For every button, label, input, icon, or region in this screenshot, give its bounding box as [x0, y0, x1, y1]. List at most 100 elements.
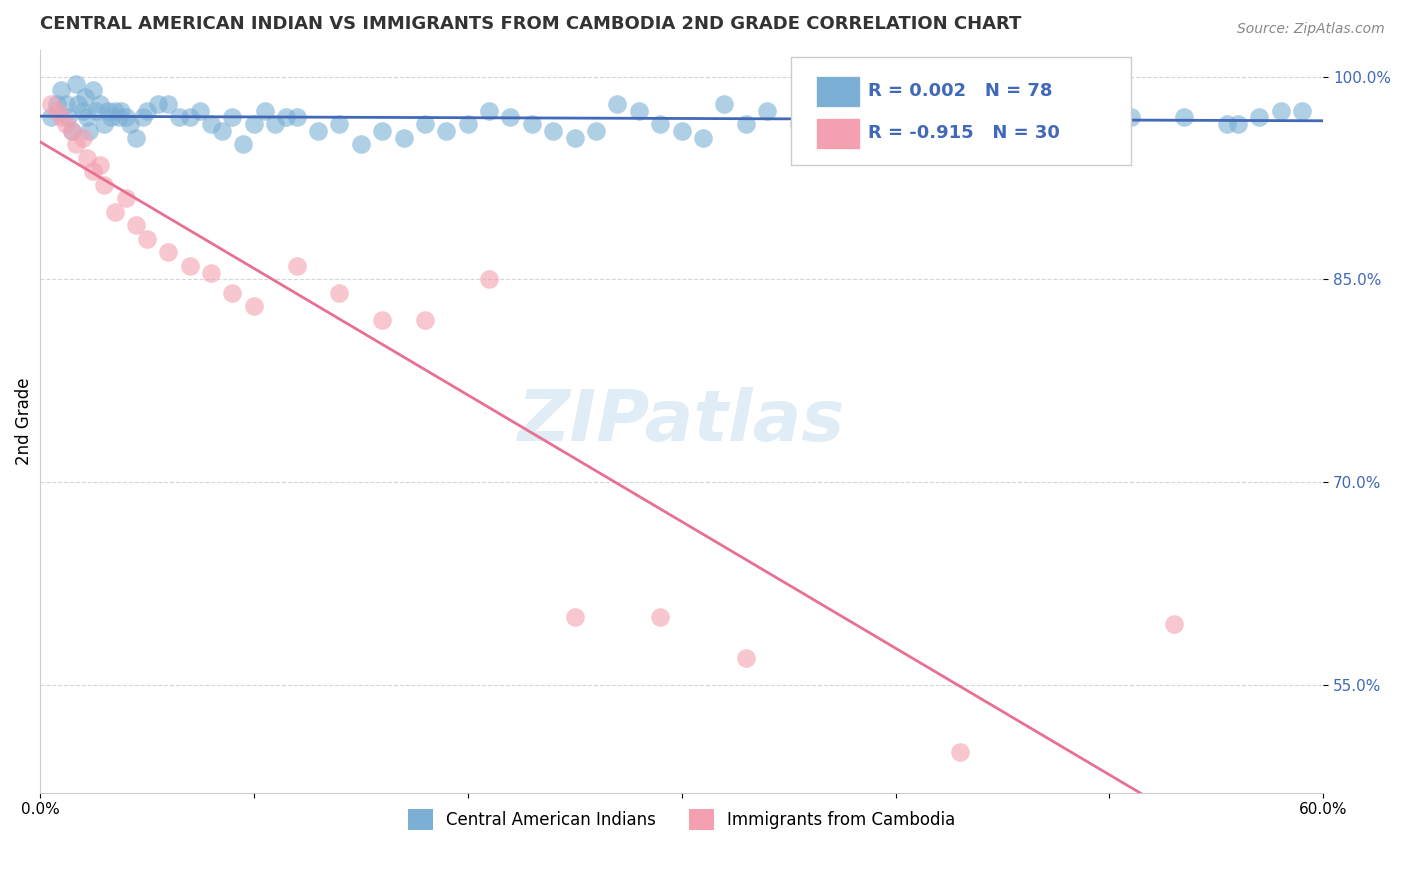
Point [179, 111, 201, 125]
Point [350, 137, 373, 152]
Point [157, 245, 180, 260]
Point [307, 124, 329, 138]
Point [114, 111, 136, 125]
Point [1291, 103, 1313, 118]
Point [72, 130, 94, 145]
Point [1216, 117, 1239, 131]
Point [89, 96, 111, 111]
Point [104, 103, 127, 118]
Point [89, 158, 111, 172]
Point [167, 111, 190, 125]
Point [285, 259, 308, 273]
Point [243, 117, 266, 131]
Point [77, 124, 100, 138]
Point [1226, 117, 1249, 131]
Point [852, 111, 875, 125]
Point [82, 83, 104, 97]
Point [84, 103, 107, 118]
Point [606, 96, 628, 111]
Point [73, 90, 96, 104]
Point [285, 111, 308, 125]
Point [543, 124, 565, 138]
Point [917, 111, 939, 125]
Point [671, 124, 693, 138]
Point [211, 124, 233, 138]
Point [1270, 103, 1292, 118]
Point [125, 130, 148, 145]
Point [72, 103, 94, 118]
Point [713, 96, 735, 111]
Point [110, 103, 132, 118]
Point [39, 111, 62, 125]
Point [243, 300, 266, 314]
Point [55, 96, 77, 111]
Point [100, 111, 122, 125]
Point [520, 117, 543, 131]
Point [756, 103, 779, 118]
Point [650, 610, 672, 624]
Point [221, 285, 243, 300]
Point [65, 77, 87, 91]
Point [104, 205, 127, 219]
Point [56, 111, 79, 125]
Point [392, 130, 415, 145]
Point [232, 137, 254, 152]
Point [125, 219, 148, 233]
Point [135, 103, 157, 118]
Point [82, 164, 104, 178]
Point [65, 137, 87, 152]
Text: ZIPatlas: ZIPatlas [517, 387, 845, 456]
Point [884, 103, 907, 118]
Point [328, 285, 350, 300]
Point [734, 117, 756, 131]
Point [200, 117, 222, 131]
Point [991, 111, 1014, 125]
Point [787, 117, 810, 131]
Point [46, 103, 69, 118]
Point [371, 124, 394, 138]
Point [93, 117, 115, 131]
FancyBboxPatch shape [817, 76, 860, 107]
Point [585, 124, 607, 138]
Point [734, 650, 756, 665]
Point [457, 117, 479, 131]
Point [221, 111, 243, 125]
Point [413, 313, 436, 327]
Point [499, 111, 522, 125]
Point [820, 111, 842, 125]
Point [190, 103, 212, 118]
Point [478, 272, 501, 286]
Point [1033, 103, 1056, 118]
Text: R = -0.915   N = 30: R = -0.915 N = 30 [868, 124, 1060, 142]
Point [76, 111, 98, 125]
Point [179, 259, 201, 273]
Point [949, 745, 972, 759]
Point [157, 96, 180, 111]
Point [46, 96, 69, 111]
FancyBboxPatch shape [790, 57, 1130, 165]
Point [76, 151, 98, 165]
Point [131, 111, 153, 125]
Point [108, 111, 131, 125]
Text: Source: ZipAtlas.com: Source: ZipAtlas.com [1237, 22, 1385, 37]
Point [67, 96, 90, 111]
Point [564, 610, 586, 624]
Point [264, 117, 287, 131]
Point [253, 103, 276, 118]
Point [1119, 111, 1142, 125]
Point [97, 103, 120, 118]
Point [371, 313, 394, 327]
Text: R = 0.002   N = 78: R = 0.002 N = 78 [868, 82, 1052, 100]
Point [118, 117, 141, 131]
Point [478, 103, 501, 118]
Point [114, 191, 136, 205]
Point [413, 117, 436, 131]
Point [692, 130, 714, 145]
Point [1077, 103, 1099, 118]
Point [1249, 111, 1271, 125]
Point [146, 96, 169, 111]
Point [564, 130, 586, 145]
Y-axis label: 2nd Grade: 2nd Grade [15, 377, 32, 465]
Text: CENTRAL AMERICAN INDIAN VS IMMIGRANTS FROM CAMBODIA 2ND GRADE CORRELATION CHART: CENTRAL AMERICAN INDIAN VS IMMIGRANTS FR… [39, 15, 1021, 33]
Point [135, 232, 157, 246]
